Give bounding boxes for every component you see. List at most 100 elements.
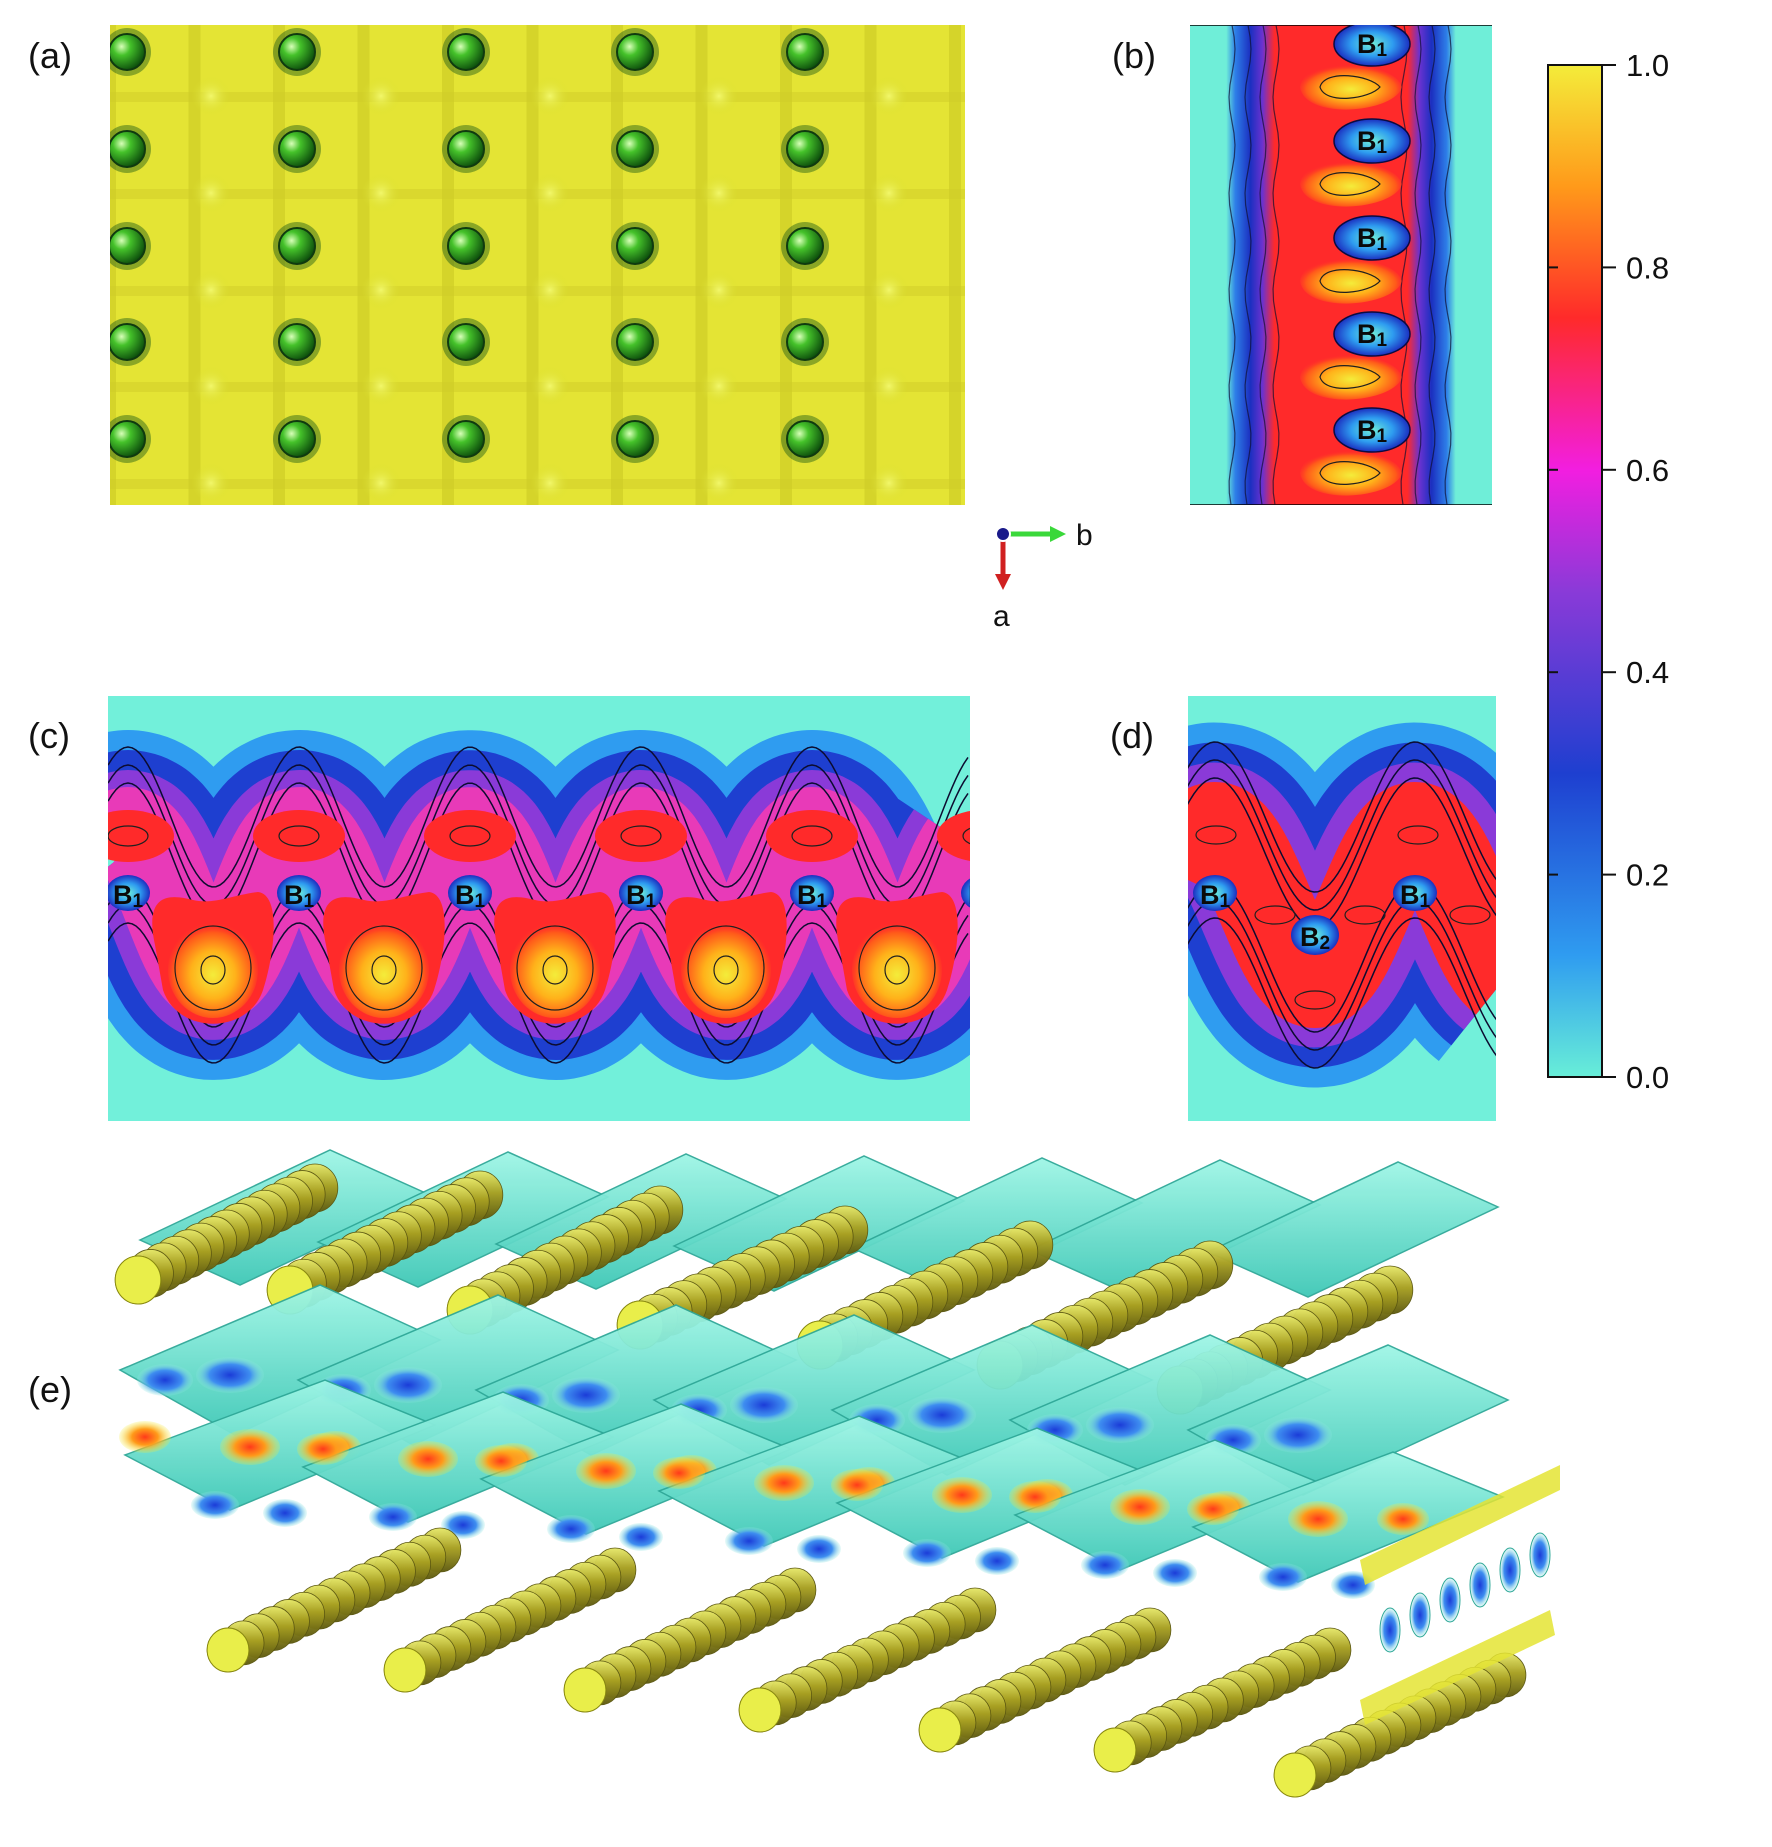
colorbar-tick-label: 0.6	[1626, 453, 1669, 488]
e-side-disc	[1439, 1577, 1461, 1623]
a-glow	[530, 463, 570, 503]
a-boron-atom	[447, 420, 485, 458]
panel-e-3d-isosurface	[114, 1149, 1560, 1798]
axis-indicator: b a	[993, 519, 1093, 633]
b-lobe	[1300, 161, 1402, 207]
e-sheet-back	[1206, 1161, 1500, 1298]
c-lower-lobe-core	[339, 922, 429, 1018]
a-boron-atom	[786, 130, 824, 168]
b-contour-line	[1414, 25, 1422, 505]
b-lobe-contour	[1319, 75, 1381, 99]
colorbar-tick-label: 0.4	[1626, 655, 1669, 690]
a-boron-atom	[278, 227, 316, 265]
e-blue-blob	[903, 1539, 951, 1567]
panel-label-e: (e)	[28, 1369, 72, 1410]
c-upper-lobe-contour	[962, 827, 970, 845]
a-boron-atom	[616, 33, 654, 71]
e-front-rod-4-end	[918, 1707, 962, 1753]
axis-label-a: a	[993, 600, 1010, 633]
e-red-blob	[119, 1421, 171, 1453]
a-glow	[361, 173, 401, 213]
d-lobe-contour	[1397, 825, 1439, 845]
e-blue-blob	[191, 1491, 239, 1519]
d-b2-site	[1291, 915, 1339, 955]
a-boron-atom	[110, 323, 146, 361]
c-upper-lobe	[766, 810, 858, 862]
e-side-disc	[1409, 1592, 1431, 1638]
colorbar-gradient	[1547, 64, 1603, 1078]
e-red-blob	[576, 1453, 636, 1489]
c-upper-lobe	[253, 810, 345, 862]
e-blue-blob	[975, 1547, 1019, 1575]
d-lobe-contour	[1254, 905, 1296, 925]
b-b1-site	[1333, 407, 1411, 453]
c-lower-lobe-inner-contour	[884, 955, 910, 985]
c-contour-line	[108, 764, 969, 906]
a-boron-atom	[110, 130, 146, 168]
e-red-blob	[754, 1465, 814, 1501]
c-axis-dot	[995, 526, 1011, 542]
a-boron-atom	[616, 420, 654, 458]
a-boron-atom	[447, 130, 485, 168]
b-lobe	[1300, 354, 1402, 400]
e-red-blob	[1110, 1489, 1170, 1525]
a-glow	[191, 173, 231, 213]
a-boron-atom	[447, 227, 485, 265]
a-glow	[530, 366, 570, 406]
c-lower-lobe-contour	[345, 925, 423, 1011]
e-blue-blob	[1081, 1551, 1129, 1579]
a-glow	[361, 76, 401, 116]
colorbar-tick-label: 0.0	[1626, 1060, 1669, 1095]
d-b1-site	[1393, 875, 1437, 911]
d-band-red	[1188, 782, 1496, 1028]
e-blue-blob	[547, 1515, 595, 1543]
c-b1-site	[448, 875, 492, 911]
b-contour-line	[1428, 25, 1436, 505]
e-blue-blob	[374, 1367, 442, 1403]
a-boron-atom	[278, 33, 316, 71]
a-boron-atom	[110, 33, 146, 71]
a-boron-atom	[278, 323, 316, 361]
e-red-blob	[475, 1445, 527, 1477]
e-red-blob	[932, 1477, 992, 1513]
c-atom-label-b1: B1	[626, 880, 657, 912]
e-side-ribbon	[1360, 1465, 1560, 1585]
panel-a-isosurface	[110, 25, 965, 505]
a-boron-atom	[786, 323, 824, 361]
c-b1-site	[961, 878, 970, 908]
c-lower-lobe-inner-contour	[542, 955, 568, 985]
a-boron-atom	[110, 420, 146, 458]
c-lower-lobe-core	[852, 922, 942, 1018]
e-blue-blob	[1264, 1417, 1332, 1453]
e-front-rod-6-end	[1273, 1752, 1317, 1798]
panel-label-b: (b)	[1112, 35, 1156, 76]
e-blue-blob	[908, 1397, 976, 1433]
e-side-disc	[1499, 1547, 1521, 1593]
a-boron-atom	[447, 33, 485, 71]
e-blue-blob	[196, 1357, 264, 1393]
e-red-blob	[1377, 1503, 1429, 1535]
d-b1-site	[1193, 875, 1237, 911]
e-front-rod-1-end	[383, 1647, 427, 1693]
b-contour-line	[1272, 25, 1280, 505]
a-glow	[869, 366, 909, 406]
e-top-rod-0-end	[114, 1255, 162, 1305]
b-lobe	[1300, 64, 1402, 110]
c-upper-lobe	[937, 811, 970, 861]
a-glow	[699, 173, 739, 213]
c-b1-site	[108, 875, 150, 911]
c-b1-site	[619, 875, 663, 911]
e-red-blob	[220, 1429, 280, 1465]
b-b1-site	[1333, 311, 1411, 357]
a-boron-atom	[786, 227, 824, 265]
a-channel-shadow	[110, 25, 116, 505]
b-b1-site	[1333, 25, 1411, 67]
panel-label-a: (a)	[28, 35, 72, 76]
e-blue-blob	[552, 1377, 620, 1413]
d-contour-line	[1188, 917, 1496, 1069]
e-red-blob	[297, 1433, 349, 1465]
a-glow	[361, 366, 401, 406]
c-upper-lobe-contour	[108, 825, 149, 847]
a-glow	[530, 76, 570, 116]
